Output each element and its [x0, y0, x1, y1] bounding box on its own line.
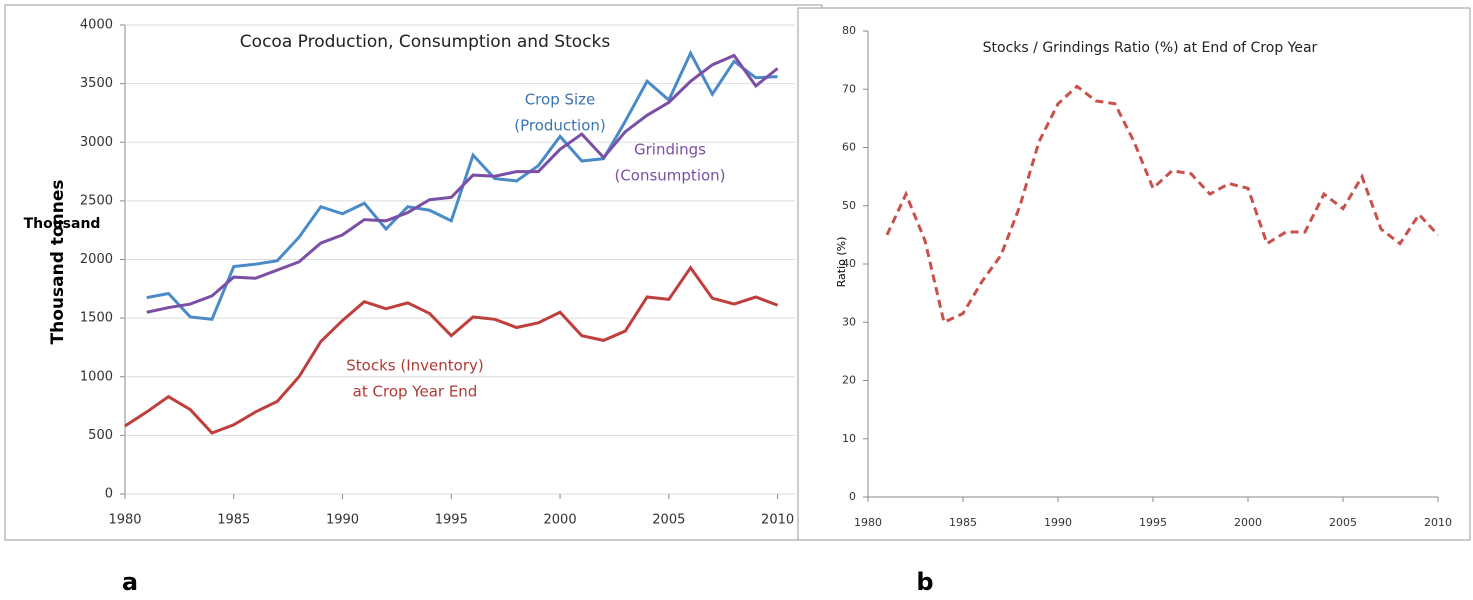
x-tick-label: 2010	[761, 513, 794, 528]
series-annotation: Crop Size	[525, 91, 596, 109]
y-tick-label: 0	[105, 487, 113, 502]
series-line	[124, 265, 779, 435]
y-tick-label: 80	[842, 24, 856, 37]
y-axis-label: Ratio (%)	[835, 237, 848, 288]
y-tick-label: 70	[842, 82, 856, 95]
x-tick-label: 1980	[108, 513, 141, 528]
x-tick-label: 1985	[217, 513, 250, 528]
panel-label: a	[122, 568, 138, 596]
x-tick-label: 2010	[1424, 516, 1452, 529]
panel-a-frame	[4, 4, 823, 541]
y-tick-label: 3000	[80, 135, 113, 150]
x-tick-label: 1980	[854, 516, 882, 529]
y-tick-label: 1000	[80, 369, 113, 384]
series-annotation: (Production)	[514, 117, 606, 135]
y-tick-label: 20	[842, 374, 856, 387]
series-annotation: Stocks (Inventory)	[346, 357, 483, 375]
chart-title: Cocoa Production, Consumption and Stocks	[240, 32, 611, 52]
y-tick-label: 2000	[80, 252, 113, 267]
series-line	[146, 53, 779, 314]
y-axis-label: Thousand tonnes	[48, 180, 68, 345]
x-tick-label: 1995	[435, 513, 468, 528]
y-tick-label: 10	[842, 432, 856, 445]
y-tick-label: 30	[842, 315, 856, 328]
y-tick-label: 4000	[80, 18, 113, 33]
series-annotation: at Crop Year End	[353, 383, 478, 401]
x-tick-label: 1990	[326, 513, 359, 528]
x-tick-label: 2000	[1234, 516, 1262, 529]
y-tick-label: 0	[849, 490, 856, 503]
y-tick-label: 3500	[80, 76, 113, 91]
y-tick-label: 500	[88, 428, 113, 443]
y-tick-label: 50	[842, 199, 856, 212]
panel-b-frame	[797, 7, 1471, 541]
chart-title: Stocks / Grindings Ratio (%) at End of C…	[983, 40, 1318, 56]
y-tick-label: 2500	[80, 193, 113, 208]
panel-label: b	[916, 568, 933, 596]
x-tick-label: 2005	[1329, 516, 1357, 529]
y-tick-label: 40	[842, 257, 856, 270]
x-tick-label: 1985	[949, 516, 977, 529]
x-tick-label: 2000	[544, 513, 577, 528]
y-tick-label: 60	[842, 141, 856, 154]
series-annotation: Grindings	[634, 141, 706, 159]
x-tick-label: 1995	[1139, 516, 1167, 529]
series-annotation: (Consumption)	[614, 167, 725, 185]
y-axis-label-overlay: Thousand	[24, 216, 101, 232]
x-tick-label: 2005	[652, 513, 685, 528]
y-tick-label: 1500	[80, 311, 113, 326]
x-tick-label: 1990	[1044, 516, 1072, 529]
